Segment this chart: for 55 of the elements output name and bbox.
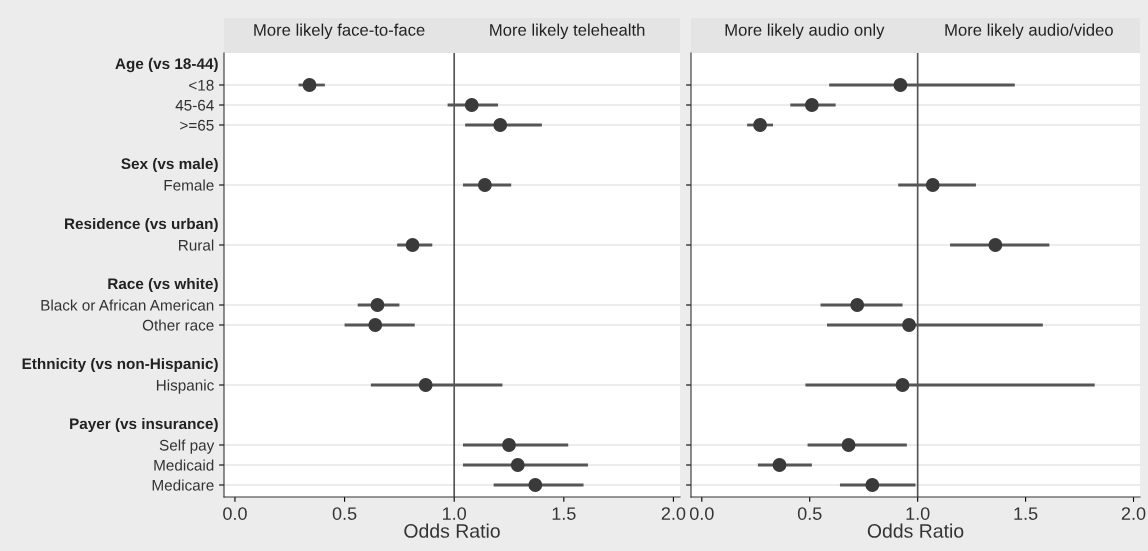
x-tick-label: 1.5 <box>1014 507 1038 520</box>
x-tick-label: 0.5 <box>332 507 357 520</box>
point <box>841 438 856 452</box>
point <box>370 298 385 312</box>
y-tick-label: Female <box>164 179 214 191</box>
y-tick-label: Hispanic <box>156 379 214 394</box>
point <box>477 178 492 192</box>
x-tick-label: 1.5 <box>552 507 576 520</box>
y-tick-label: Other race <box>142 319 214 331</box>
x-tick-label: 1.0 <box>443 507 467 520</box>
x-axis-title: Odds Ratio <box>404 523 500 538</box>
x-tick-label: 2.0 <box>1121 507 1146 520</box>
point <box>502 438 516 452</box>
point <box>850 298 865 312</box>
point <box>925 178 940 192</box>
y-tick-label: >=65 <box>180 119 214 131</box>
point <box>804 98 819 112</box>
y-tick-label: Ethnicity (vs non-Hispanic) <box>22 357 218 373</box>
point <box>895 378 910 392</box>
y-tick-label: Self pay <box>159 439 215 454</box>
point <box>865 478 880 492</box>
point <box>368 318 383 332</box>
point <box>753 118 767 132</box>
y-tick-label: Black or African American <box>41 299 214 311</box>
x-tick-label: 1.0 <box>906 507 930 520</box>
text: More likely audio only <box>725 23 885 40</box>
point <box>988 238 1003 252</box>
point <box>418 378 433 392</box>
y-tick-label: Sex (vs male) <box>121 157 218 173</box>
point <box>493 118 508 132</box>
x-tick-label: 0.0 <box>689 507 714 520</box>
x-tick-label: 0.5 <box>797 507 822 520</box>
y-tick-label: Payer (vs insurance) <box>70 417 218 433</box>
y-tick-label: Residence (vs urban) <box>65 217 218 233</box>
y-tick-label: Age (vs 18-44) <box>115 57 218 73</box>
point <box>405 238 420 252</box>
point <box>902 318 916 332</box>
y-tick-label: Medicare <box>152 479 214 491</box>
point <box>772 458 787 472</box>
y-tick-label: Race (vs white) <box>108 277 218 293</box>
x-axis-title: Odds Ratio <box>867 523 964 538</box>
text: More likely audio/video <box>945 23 1113 40</box>
point <box>893 78 908 92</box>
y-tick-label: Medicaid <box>154 459 214 471</box>
point <box>528 478 543 492</box>
y-tick-label: Rural <box>179 239 214 251</box>
text: More likely face-to-face <box>254 23 425 40</box>
x-tick-label: 2.0 <box>661 507 686 520</box>
point <box>302 78 317 92</box>
x-tick-label: 0.0 <box>223 507 247 520</box>
y-tick-label: <18 <box>189 79 214 91</box>
point <box>510 458 525 472</box>
text: More likely telehealth <box>490 23 645 40</box>
y-tick-label: 45-64 <box>175 99 214 111</box>
point <box>464 98 479 112</box>
